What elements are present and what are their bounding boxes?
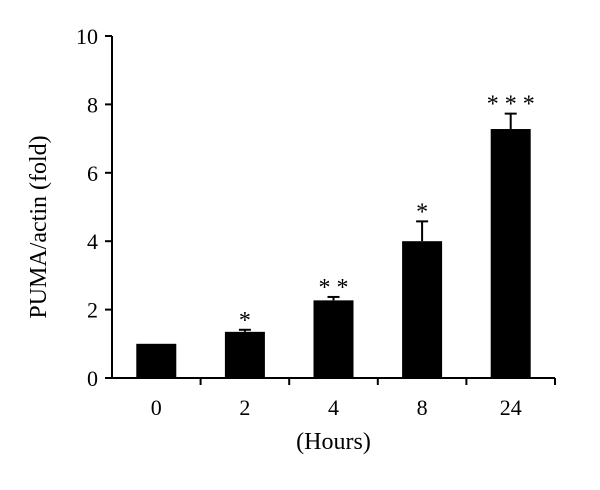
- x-tick-label: 4: [328, 395, 339, 420]
- significance-layer: * * * * * * *: [239, 92, 535, 334]
- bars-layer: [136, 129, 531, 378]
- bar: [136, 343, 177, 378]
- y-tick-label: 10: [76, 24, 98, 49]
- significance-marker: *: [416, 199, 428, 225]
- axes-layer: [111, 36, 555, 379]
- x-tick-label: 0: [151, 395, 162, 420]
- x-tick-label: 2: [239, 395, 250, 420]
- error-bars-layer: [238, 112, 517, 332]
- bar: [402, 241, 443, 378]
- bar: [313, 300, 354, 378]
- y-axis-title: PUMA/actin (fold): [26, 135, 52, 318]
- x-tick-label: 24: [500, 395, 522, 420]
- y-ticks-layer: 0 2 4 6 8 10: [76, 24, 112, 391]
- x-axis-title: (Hours): [296, 429, 371, 455]
- significance-marker: * * *: [487, 92, 535, 118]
- y-tick-label: 2: [87, 298, 98, 323]
- bar: [224, 331, 265, 378]
- y-tick-label: 6: [87, 161, 98, 186]
- y-tick-label: 0: [87, 366, 98, 391]
- y-tick-label: 8: [87, 92, 98, 117]
- x-ticks-layer: 0 2 4 8 24: [151, 378, 556, 420]
- x-tick-label: 8: [417, 395, 428, 420]
- significance-marker: * *: [319, 275, 349, 301]
- y-tick-label: 4: [87, 229, 98, 254]
- bar: [490, 129, 531, 378]
- significance-marker: *: [239, 308, 251, 334]
